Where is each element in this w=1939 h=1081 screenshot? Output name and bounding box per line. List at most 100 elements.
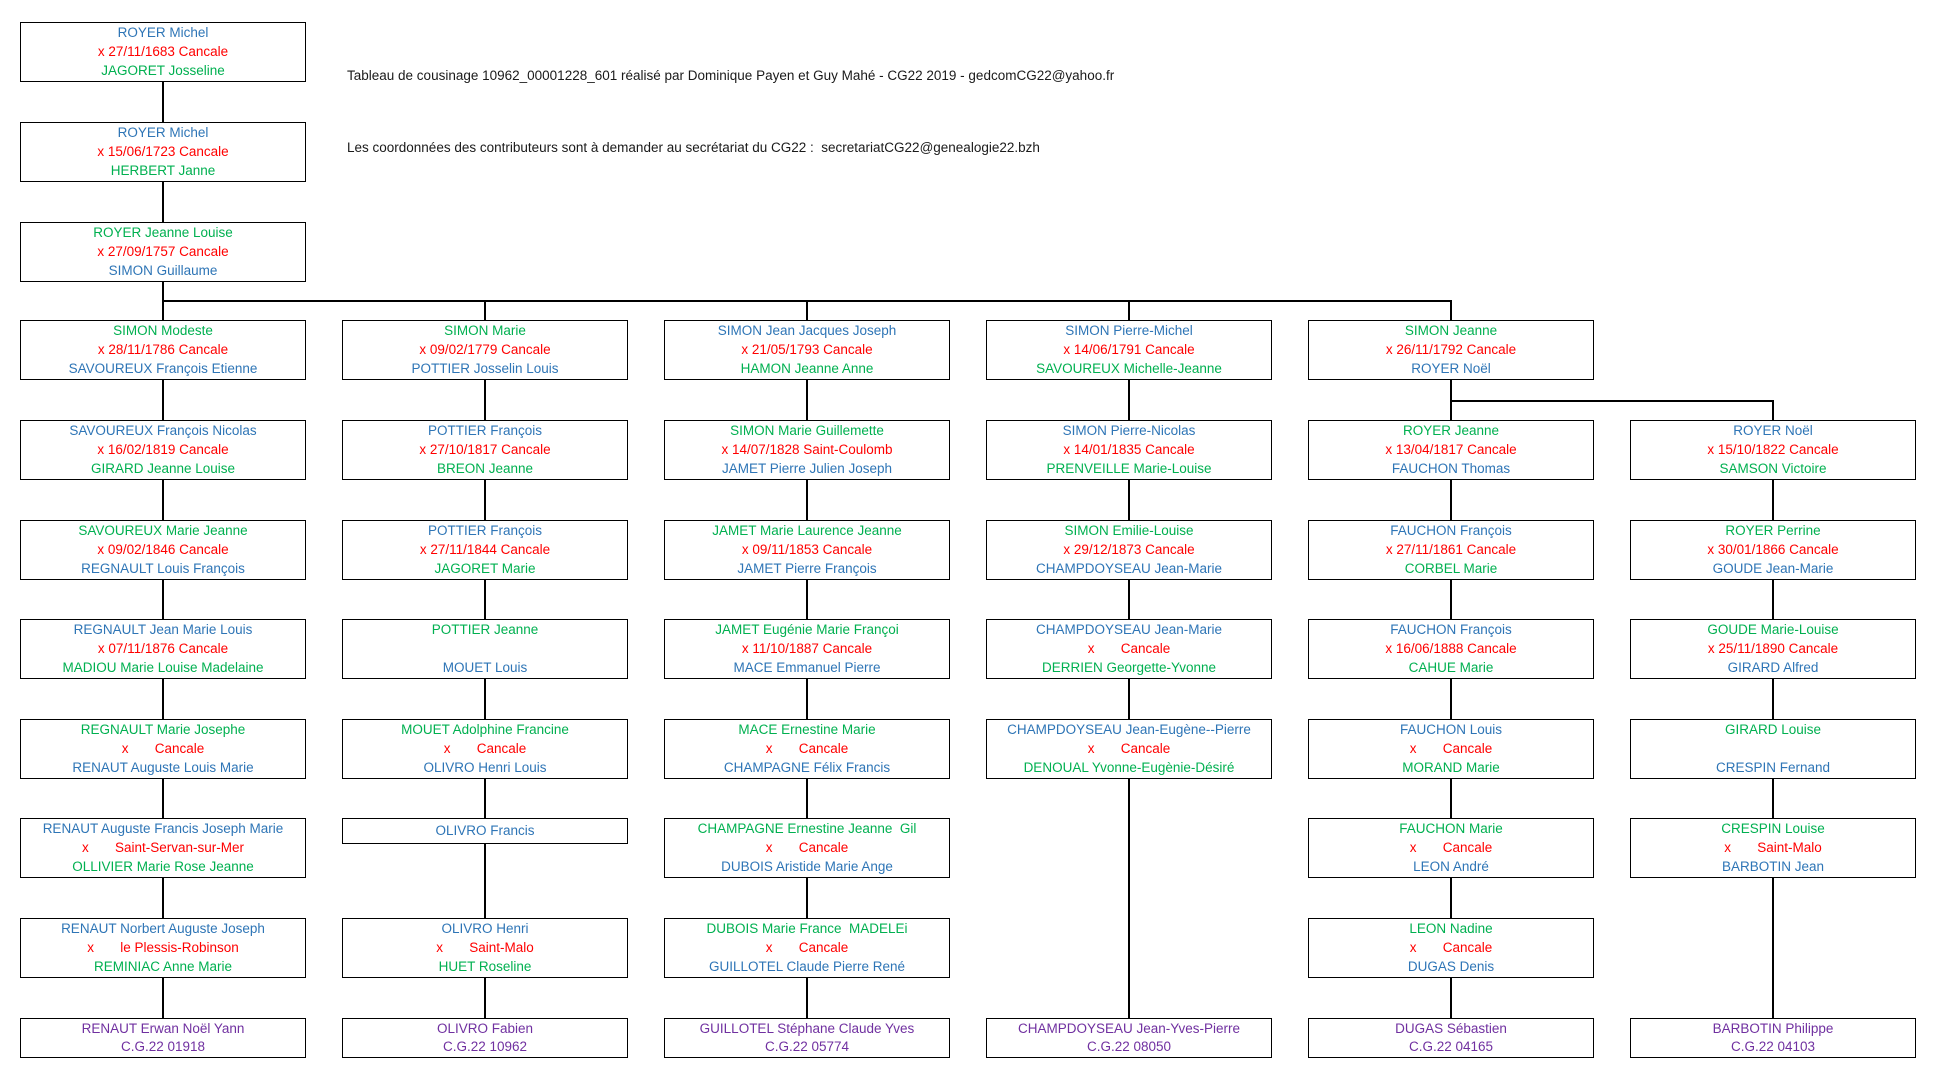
box-text-line: ROYER Jeanne <box>1402 423 1500 439</box>
box-text-line: ROYER Michel <box>117 25 209 41</box>
person-box-goude-marie-louise: GOUDE Marie-Louise x 25/11/1890 Cancale GI… <box>1630 619 1916 679</box>
box-text-line: x 25/11/1890 Cancale <box>1707 640 1839 656</box>
connector-line <box>162 480 164 520</box>
connector-line <box>806 978 808 1018</box>
box-text-line: MORAND Marie <box>1402 759 1500 775</box>
box-text-line: RENAUT Norbert Auguste Joseph <box>61 921 265 937</box>
box-text-line: RENAUT Auguste Louis Marie <box>72 759 254 775</box>
box-text-line: GOUDE Marie-Louise <box>1707 622 1839 638</box>
connector-line <box>1772 878 1774 1018</box>
box-text-line: FAUCHON Louis <box>1399 722 1503 738</box>
person-box-simon-pierre-nicolas: SIMON Pierre-Nicolas x 14/01/1835 Cancale… <box>986 420 1272 480</box>
box-text-line: CRESPIN Fernand <box>1715 759 1831 775</box>
connector-line <box>806 779 808 818</box>
person-box-fauchon-francois: FAUCHON François x 27/11/1861 Cancale CORB… <box>1308 520 1594 580</box>
box-text-line: x 30/01/1866 Cancale <box>1707 541 1839 557</box>
connector-line <box>162 878 164 918</box>
box-text-line: BARBOTIN Jean <box>1721 858 1825 874</box>
box-text-line: MACE Ernestine Marie <box>738 722 876 738</box>
box-text-line: x 26/11/1792 Cancale <box>1385 341 1517 357</box>
box-text-line: x Cancale <box>1409 740 1493 756</box>
box-text-line: x 16/06/1888 Cancale <box>1385 640 1517 656</box>
person-box-simon-marie: SIMON Marie x 09/02/1779 Cancale POTTIER J… <box>342 320 628 380</box>
person-box-jamet-marie-laurence-jeanne: JAMET Marie Laurence Jeanne x 09/11/1853 … <box>664 520 950 580</box>
person-box-regnault-marie-josephe: REGNAULT Marie Josephe x Cancale RENAUT Au… <box>20 719 306 779</box>
box-text-line: C.G.22 10962 <box>442 1039 528 1054</box>
box-text-line: x 11/10/1887 Cancale <box>741 640 873 656</box>
chart-title-line2: Les coordonnées des contributeurs sont à… <box>347 140 1040 155</box>
connector-line <box>806 301 808 320</box>
connector-line <box>1772 679 1774 719</box>
box-text-line: FAUCHON François <box>1390 523 1512 539</box>
box-text-line: x 15/10/1822 Cancale <box>1707 441 1839 457</box>
box-text-line <box>345 641 625 657</box>
person-box-olivro-francis: OLIVRO Francis <box>342 818 628 844</box>
person-box-royer-noel: ROYER Noël x 15/10/1822 Cancale SAMSON Vic… <box>1630 420 1916 480</box>
box-text-line: x Cancale <box>1087 640 1171 656</box>
person-box-mouet-adolphine-francine: MOUET Adolphine Francine x Cancale OLIVRO … <box>342 719 628 779</box>
person-box-royer-perrine: ROYER Perrine x 30/01/1866 Cancale GOUDE J… <box>1630 520 1916 580</box>
cousin-box-dugas-sebastien: DUGAS Sébastien C.G.22 04165 <box>1308 1018 1594 1058</box>
box-text-line: x Cancale <box>765 939 849 955</box>
box-text-line: GIRARD Louise <box>1724 722 1822 738</box>
cousin-box-renaut-erwan-noel-yann: RENAUT Erwan Noël Yann C.G.22 01918 <box>20 1018 306 1058</box>
connector-line <box>1450 580 1452 619</box>
connector-line <box>1450 400 1774 402</box>
person-box-champdoyseau-jean-marie: CHAMPDOYSEAU Jean-Marie x Cancale DERRIEN … <box>986 619 1272 679</box>
box-text-line: x 27/11/1844 Cancale <box>419 541 551 557</box>
box-text-line: ROYER Jeanne Louise <box>93 225 233 241</box>
box-text-line: x Saint-Servan-sur-Mer <box>81 839 245 855</box>
box-text-line: C.G.22 04165 <box>1408 1039 1494 1054</box>
box-text-line <box>1633 741 1913 757</box>
box-text-line: SIMON Pierre-Nicolas <box>1062 423 1196 439</box>
box-text-line: x 28/11/1786 Cancale <box>97 341 229 357</box>
connector-line <box>484 580 486 619</box>
box-text-line: HERBERT Janne <box>110 162 216 178</box>
person-box-savoureux-marie-jeanne: SAVOUREUX Marie Jeanne x 09/02/1846 Canca… <box>20 520 306 580</box>
box-text-line: RENAUT Auguste Francis Joseph Marie <box>42 821 284 837</box>
box-text-line: CHAMPAGNE Félix Francis <box>723 759 891 775</box>
box-text-line: x Cancale <box>765 839 849 855</box>
person-box-girard-louise: GIRARD Louise CRESPIN Fernand <box>1630 719 1916 779</box>
box-text-line: CHAMPDOYSEAU Jean-Marie <box>1035 622 1223 638</box>
chart-title-block: Tableau de cousinage 10962_00001228_601 … <box>347 16 1114 208</box>
box-text-line: x Saint-Malo <box>436 939 534 955</box>
box-text-line: GOUDE Jean-Marie <box>1712 560 1834 576</box>
box-text-line: x 29/12/1873 Cancale <box>1063 541 1195 557</box>
person-box-royer-jeanne-louise: ROYER Jeanne Louise x 27/09/1757 Cancale S… <box>20 222 306 282</box>
box-text-line: x 14/06/1791 Cancale <box>1063 341 1195 357</box>
connector-line <box>1128 301 1130 320</box>
box-text-line: MACE Emmanuel Pierre <box>733 659 881 675</box>
connector-line <box>162 779 164 818</box>
connector-line <box>484 978 486 1018</box>
person-box-renaut-norbert-auguste-joseph: RENAUT Norbert Auguste Joseph x le Plessi… <box>20 918 306 978</box>
box-text-line: x le Plessis-Robinson <box>87 939 239 955</box>
box-text-line: HAMON Jeanne Anne <box>740 360 874 376</box>
box-text-line: x 09/02/1846 Cancale <box>97 541 229 557</box>
box-text-line: CAHUE Marie <box>1408 659 1494 675</box>
person-box-simon-jeanne: SIMON Jeanne x 26/11/1792 Cancale ROYER No… <box>1308 320 1594 380</box>
box-text-line: SAVOUREUX François Nicolas <box>69 423 257 439</box>
person-box-olivro-henri: OLIVRO Henri x Saint-Malo HUET Roseline <box>342 918 628 978</box>
box-text-line: ROYER Noël <box>1733 423 1813 439</box>
connector-line <box>484 779 486 818</box>
connector-line <box>484 679 486 719</box>
box-text-line: SIMON Marie <box>444 323 526 339</box>
box-text-line: JAMET Eugénie Marie Françoi <box>715 622 899 638</box>
box-text-line: x 16/02/1819 Cancale <box>97 441 229 457</box>
connector-line <box>1128 480 1130 520</box>
box-text-line: SAMSON Victoire <box>1719 460 1827 476</box>
person-box-renaut-auguste-francis-joseph-marie: RENAUT Auguste Francis Joseph Marie x Sai… <box>20 818 306 878</box>
connector-line <box>1772 480 1774 520</box>
box-text-line: HUET Roseline <box>438 958 532 974</box>
box-text-line: x 21/05/1793 Cancale <box>741 341 873 357</box>
box-text-line: SAVOUREUX Michelle-Jeanne <box>1036 360 1222 376</box>
box-text-line: SAVOUREUX François Etienne <box>68 360 258 376</box>
box-text-line: POTTIER Josselin Louis <box>411 360 559 376</box>
box-text-line: JAMET Pierre François <box>737 560 877 576</box>
box-text-line: OLIVRO Henri <box>441 921 529 937</box>
box-text-line: REGNAULT Marie Josephe <box>80 722 246 738</box>
person-box-regnault-jean-marie-louis: REGNAULT Jean Marie Louis x 07/11/1876 Ca… <box>20 619 306 679</box>
box-text-line: x 14/01/1835 Cancale <box>1063 441 1195 457</box>
